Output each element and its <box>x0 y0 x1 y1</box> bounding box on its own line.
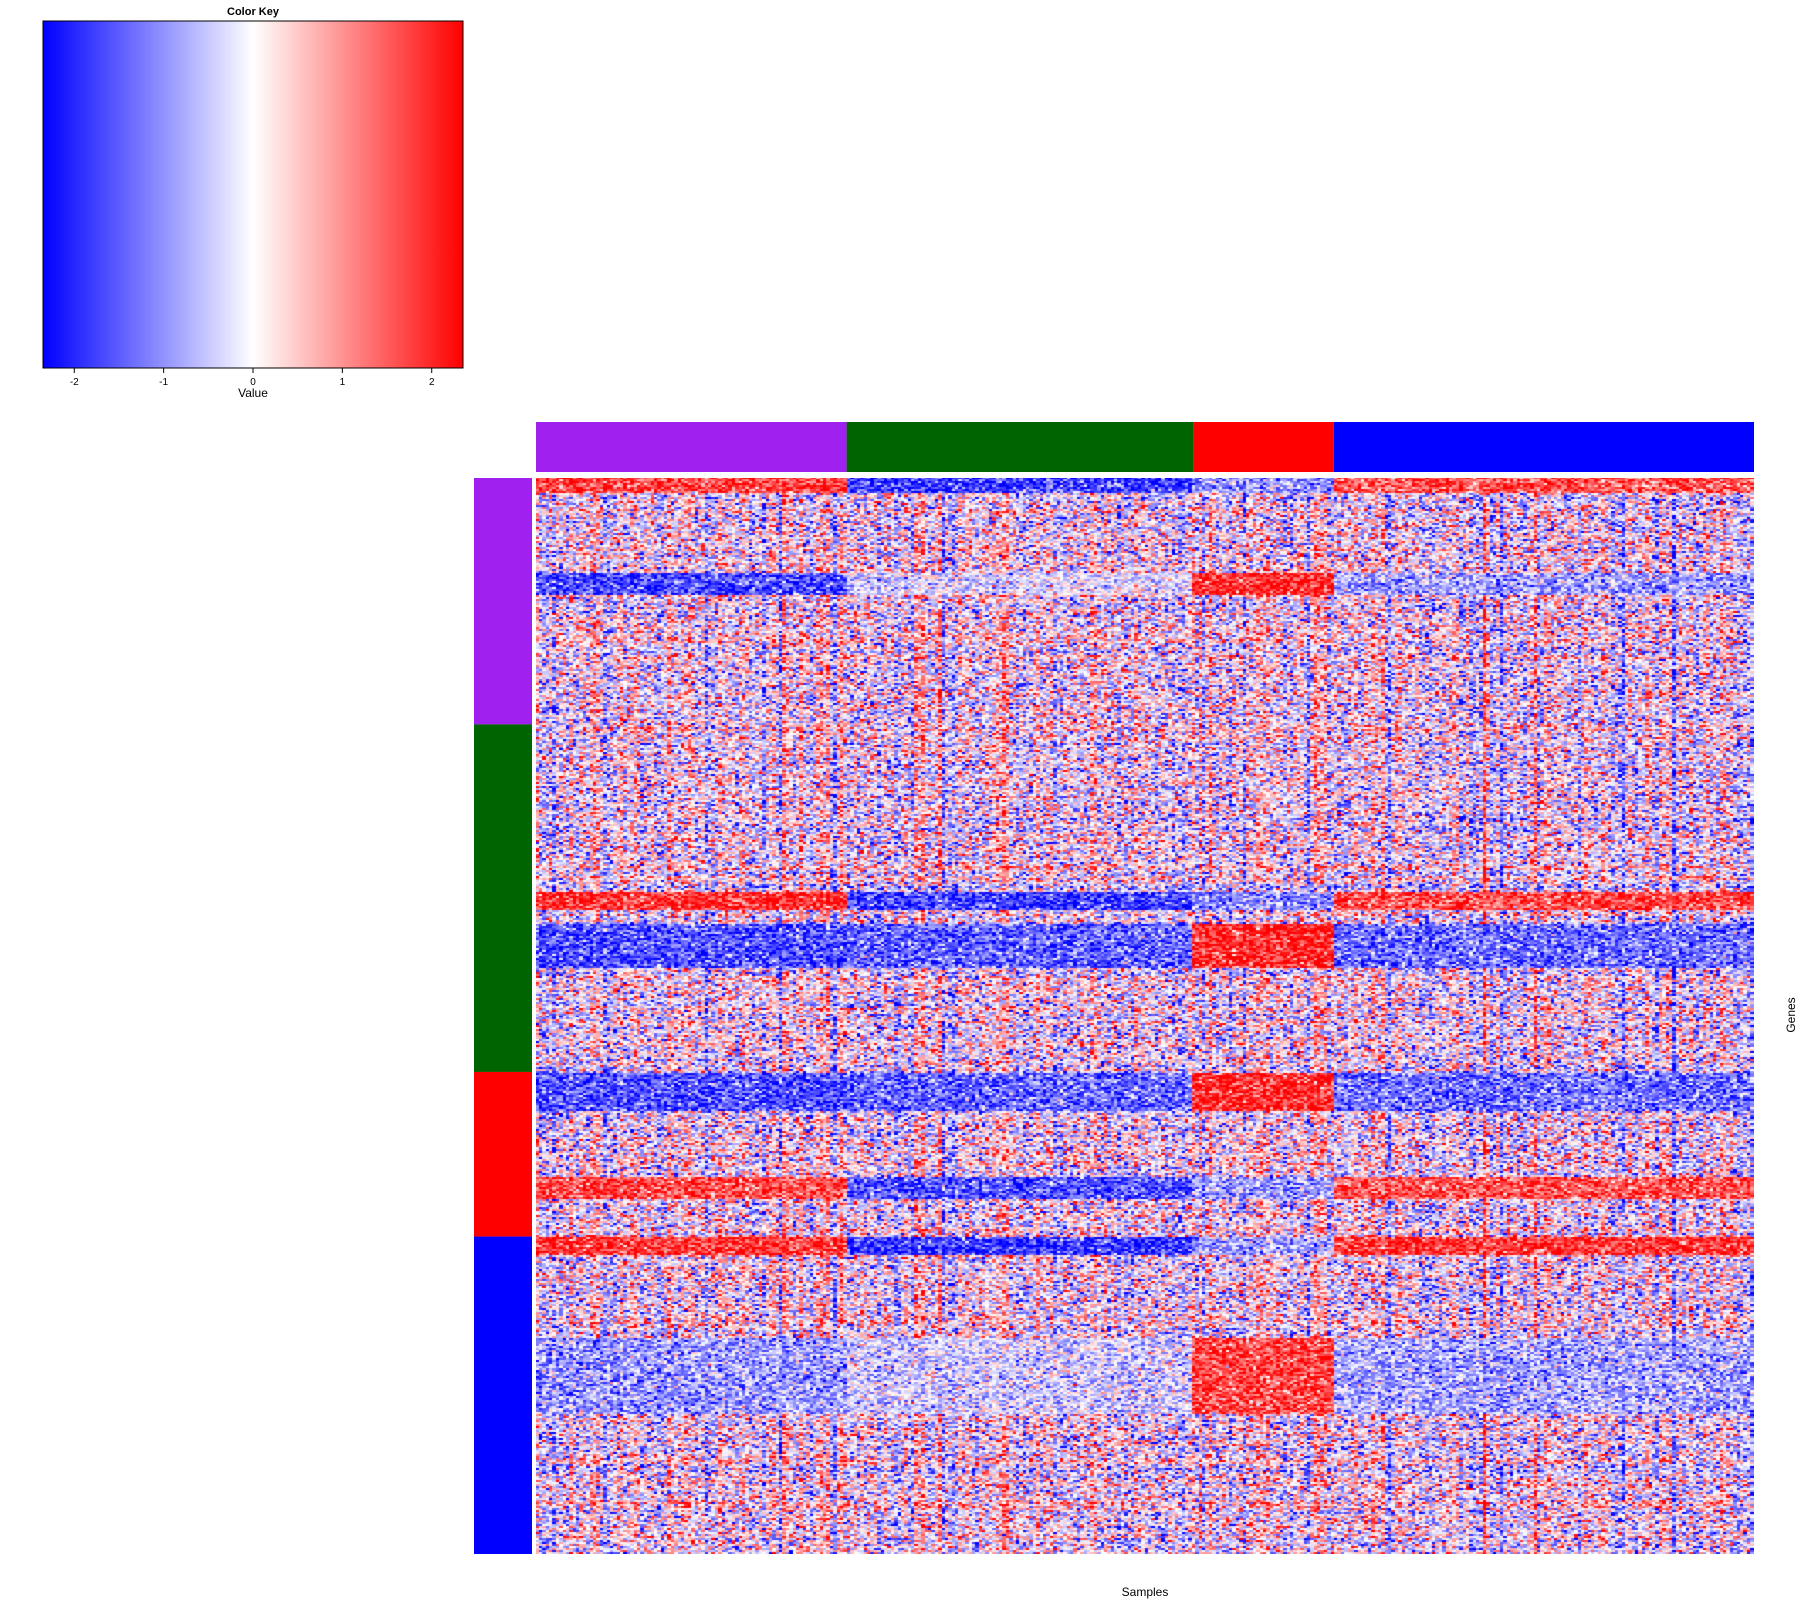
column-side-color-group-purple <box>536 422 847 472</box>
color-key-tick-label: 1 <box>340 377 346 388</box>
color-key-xlabel: Value <box>238 386 268 400</box>
row-side-colors <box>474 478 532 1554</box>
row-side-color-group-red <box>474 1071 532 1237</box>
color-key-tick-label: -2 <box>70 377 79 388</box>
row-side-color-group-purple <box>474 478 532 725</box>
color-key-tick-label: 0 <box>250 377 256 388</box>
color-key-axis: -2 -1 0 1 2 <box>70 368 435 388</box>
row-side-color-group-blue <box>474 1236 532 1554</box>
heatmap-cells <box>536 478 1754 1554</box>
column-side-color-group-green <box>846 422 1194 472</box>
x-axis-label: Samples <box>1122 1585 1169 1599</box>
color-key: Color Key -2 -1 0 1 2 Value <box>42 6 464 400</box>
color-key-gradient <box>42 20 464 369</box>
color-key-tick-label: -1 <box>159 377 168 388</box>
color-key-title: Color Key <box>227 6 280 18</box>
column-side-colors <box>536 422 1754 472</box>
color-key-tick-label: 2 <box>429 377 435 388</box>
column-side-color-group-red <box>1193 422 1334 472</box>
y-axis-label: Genes <box>1784 997 1798 1032</box>
column-side-color-group-blue <box>1333 422 1754 472</box>
row-side-color-group-green <box>474 724 532 1072</box>
